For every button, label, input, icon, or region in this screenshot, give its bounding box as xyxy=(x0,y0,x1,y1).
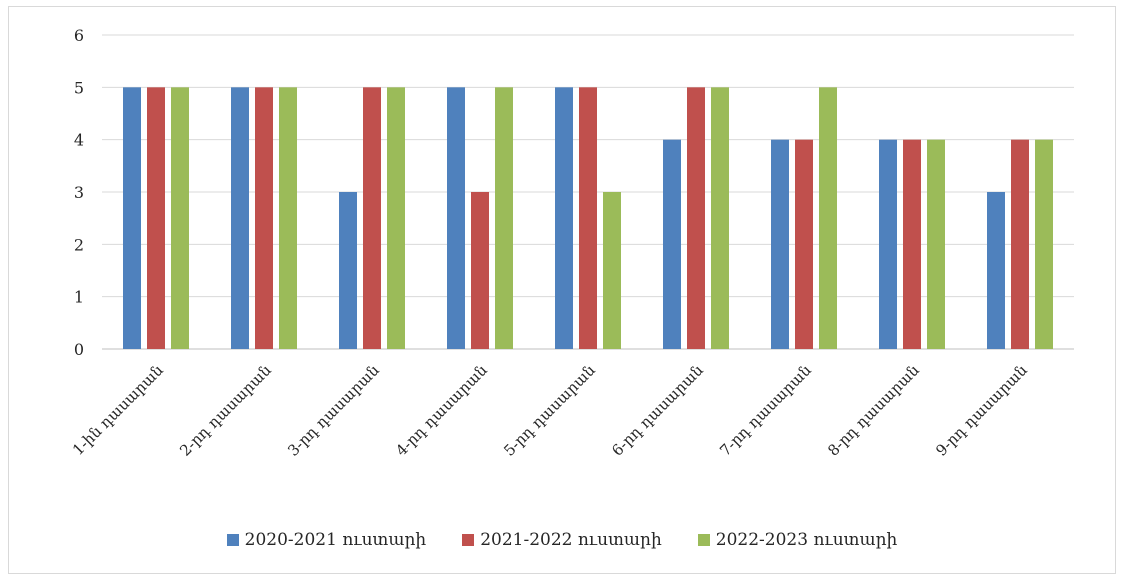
y-tick-label: 6 xyxy=(74,26,84,45)
bar-series-2 xyxy=(687,87,705,349)
legend: 2020-2021 ուստարի 2021-2022 ուստարի 2022… xyxy=(0,530,1124,550)
bar-series-3 xyxy=(819,87,837,349)
x-category-label: 8-րդ դասարան xyxy=(824,361,923,460)
bar-series-1 xyxy=(123,87,141,349)
bar-series-3 xyxy=(279,87,297,349)
legend-label-series-3: 2022-2023 ուստարի xyxy=(715,530,898,550)
legend-swatch-series-1 xyxy=(226,534,239,546)
bar-series-2 xyxy=(903,139,921,349)
y-tick-label: 0 xyxy=(74,340,84,359)
legend-swatch-series-2 xyxy=(462,534,475,546)
y-tick-label: 4 xyxy=(74,131,84,150)
x-category-label: 9-րդ դասարան xyxy=(932,361,1031,460)
bar-series-3 xyxy=(927,139,945,349)
bar-series-2 xyxy=(1011,139,1029,349)
bar-series-3 xyxy=(495,87,513,349)
bar-series-2 xyxy=(255,87,273,349)
legend-item-series-3: 2022-2023 ուստարի xyxy=(697,530,898,550)
bar-series-1 xyxy=(447,87,465,349)
bar-series-1 xyxy=(555,87,573,349)
bar-series-1 xyxy=(771,139,789,349)
legend-item-series-1: 2020-2021 ուստարի xyxy=(226,530,427,550)
x-category-label: 3-րդ դասարան xyxy=(284,361,383,460)
bar-series-2 xyxy=(579,87,597,349)
bar-series-3 xyxy=(387,87,405,349)
x-category-label: 2-րդ դասարան xyxy=(176,361,275,460)
x-category-label: 1-ին դասարան xyxy=(69,361,167,459)
bar-series-2 xyxy=(471,192,489,349)
y-tick-label: 3 xyxy=(74,183,84,202)
bar-series-2 xyxy=(147,87,165,349)
x-category-label: 7-րդ դասարան xyxy=(716,361,815,460)
bar-series-2 xyxy=(795,139,813,349)
bar-series-3 xyxy=(603,192,621,349)
legend-item-series-2: 2021-2022 ուստարի xyxy=(462,530,662,550)
bar-series-1 xyxy=(231,87,249,349)
bar-series-1 xyxy=(879,139,897,349)
legend-label-series-2: 2021-2022 ուստարի xyxy=(480,530,662,550)
x-category-label: 4-րդ դասարան xyxy=(392,361,491,460)
y-tick-label: 2 xyxy=(74,235,84,254)
legend-label-series-1: 2020-2021 ուստարի xyxy=(244,530,427,550)
bar-series-2 xyxy=(363,87,381,349)
bar-series-3 xyxy=(1035,139,1053,349)
bar-series-1 xyxy=(339,192,357,349)
x-category-label: 5-րդ դասարան xyxy=(500,361,599,460)
bar-series-1 xyxy=(987,192,1005,349)
y-tick-label: 5 xyxy=(74,78,84,97)
legend-swatch-series-3 xyxy=(697,534,710,546)
y-tick-label: 1 xyxy=(74,288,84,307)
bar-series-1 xyxy=(663,139,681,349)
x-category-label: 6-րդ դասարան xyxy=(608,361,707,460)
bar-series-3 xyxy=(171,87,189,349)
bar-series-3 xyxy=(711,87,729,349)
